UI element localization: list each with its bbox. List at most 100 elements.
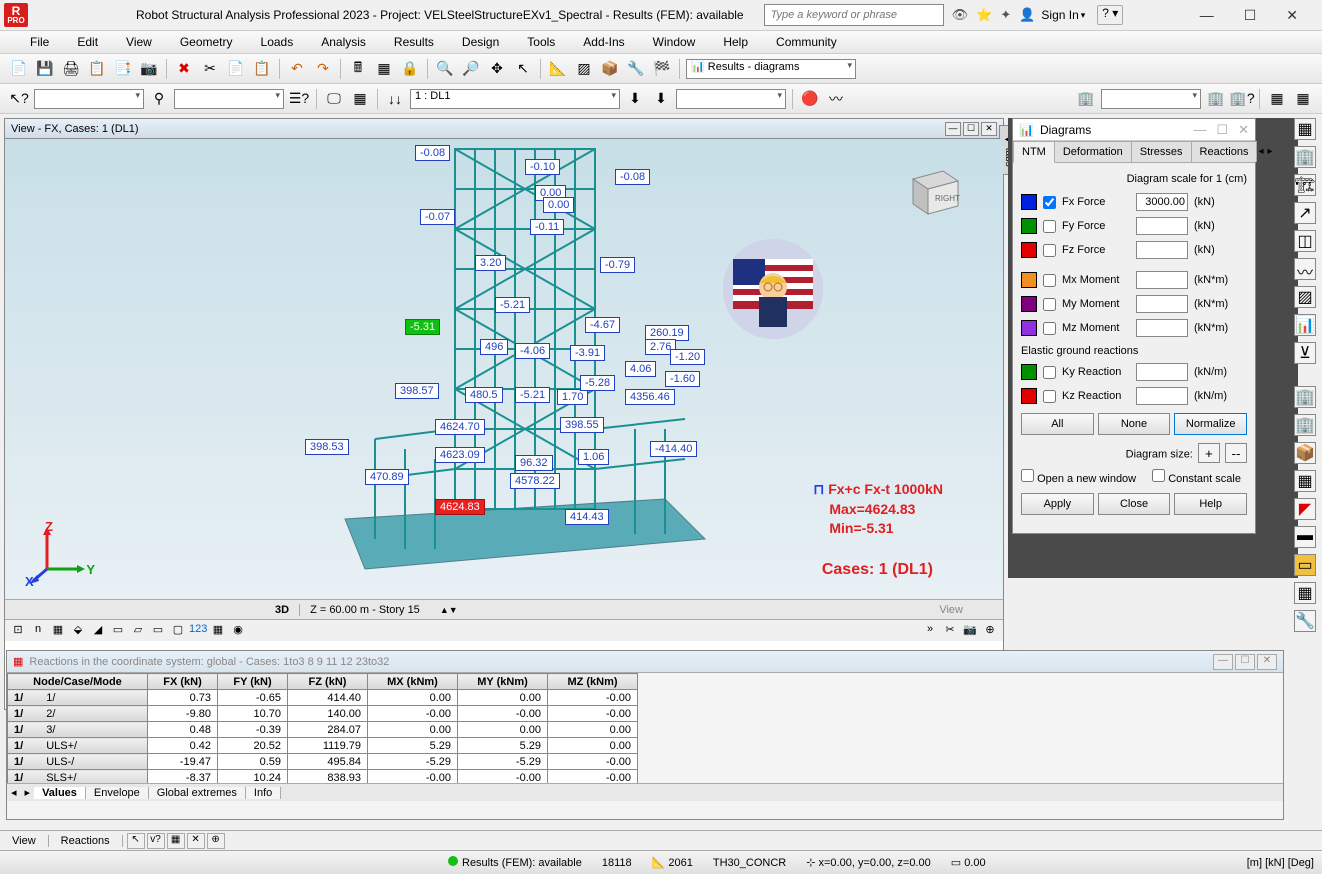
reactions-table[interactable]: Node/Case/ModeFX (kN)FY (kN)FZ (kN)MX (k… <box>7 673 638 783</box>
paste-icon[interactable]: 📋 <box>251 58 273 80</box>
rp-min-icon[interactable]: — <box>1213 654 1233 670</box>
size-minus-button[interactable]: -- <box>1225 443 1247 463</box>
close-icon[interactable]: ✕ <box>1286 7 1298 24</box>
delete-icon[interactable]: ✖ <box>173 58 195 80</box>
ri13[interactable]: ▦ <box>1294 470 1316 492</box>
nav-cube[interactable]: RIGHT <box>903 159 963 219</box>
force-checkbox[interactable] <box>1043 244 1056 257</box>
st-i3[interactable]: ▦ <box>167 833 185 849</box>
r2-icon[interactable]: 🏢 <box>1205 88 1227 110</box>
flag-icon[interactable]: 🏁 <box>651 58 673 80</box>
vi-r2[interactable]: ✂ <box>941 623 959 639</box>
vi1[interactable]: ⊡ <box>9 623 27 639</box>
ri7[interactable]: ▨ <box>1294 286 1316 308</box>
dlg-max-icon[interactable]: ☐ <box>1216 122 1228 138</box>
vi-r3[interactable]: 📷 <box>961 623 979 639</box>
cursor-icon[interactable]: ↖ <box>512 58 534 80</box>
close-button[interactable]: Close <box>1098 493 1171 515</box>
force-checkbox[interactable] <box>1043 390 1056 403</box>
undo-icon[interactable]: ↶ <box>286 58 308 80</box>
view-mode-label[interactable]: View <box>899 604 1003 616</box>
r-combo[interactable] <box>1101 89 1201 109</box>
view-3d-button[interactable]: 3D <box>265 604 300 616</box>
copy-icon[interactable]: 📄 <box>225 58 247 80</box>
ri12[interactable]: 📦 <box>1294 442 1316 464</box>
ri8[interactable]: 📊 <box>1294 314 1316 336</box>
layers-icon[interactable]: ☰? <box>288 88 310 110</box>
force-checkbox[interactable] <box>1043 196 1056 209</box>
search-input[interactable] <box>764 4 944 26</box>
r1-icon[interactable]: 🏢 <box>1075 88 1097 110</box>
preview-icon[interactable]: 📋 <box>86 58 108 80</box>
sel-combo-2[interactable] <box>174 89 284 109</box>
dlg-min-icon[interactable]: — <box>1193 122 1206 138</box>
cut-icon[interactable]: ✂ <box>199 58 221 80</box>
normalize-button[interactable]: Normalize <box>1174 413 1247 435</box>
ri2[interactable]: 🏢 <box>1294 146 1316 168</box>
vi5[interactable]: ◢ <box>89 623 107 639</box>
ri1[interactable]: ▦ <box>1294 118 1316 140</box>
ri15[interactable]: ▬ <box>1294 526 1316 548</box>
help-button[interactable]: ? ▾ <box>1097 5 1123 25</box>
sheet-tab-envelope[interactable]: Envelope <box>86 787 149 799</box>
new-icon[interactable]: 📄 <box>8 58 30 80</box>
vi6[interactable]: ▭ <box>109 623 127 639</box>
menu-results[interactable]: Results <box>394 35 434 49</box>
layout-combo[interactable]: 📊 Results - diagrams <box>686 59 856 79</box>
menu-community[interactable]: Community <box>776 35 837 49</box>
vi10[interactable]: 123 <box>189 623 207 639</box>
st-i2[interactable]: v? <box>147 833 165 849</box>
status-tab-view[interactable]: View <box>0 835 49 847</box>
tab-stresses[interactable]: Stresses <box>1131 141 1192 162</box>
force-checkbox[interactable] <box>1043 220 1056 233</box>
lock-icon[interactable]: 🔒 <box>399 58 421 80</box>
st-i5[interactable]: ⊕ <box>207 833 225 849</box>
binoculars-icon[interactable]: 👁 <box>952 7 969 23</box>
star-icon[interactable]: ⭐ <box>976 7 992 23</box>
menu-view[interactable]: View <box>126 35 152 49</box>
menu-geometry[interactable]: Geometry <box>180 35 233 49</box>
none-button[interactable]: None <box>1098 413 1171 435</box>
st-i4[interactable]: ✕ <box>187 833 205 849</box>
zoomw-icon[interactable]: 🔎 <box>460 58 482 80</box>
force-value-input[interactable] <box>1136 271 1188 289</box>
star2-icon[interactable]: ✦ <box>1000 7 1011 23</box>
dlg-close-icon[interactable]: ✕ <box>1238 122 1249 138</box>
size-plus-button[interactable]: + <box>1198 443 1220 463</box>
vi9[interactable]: ▢ <box>169 623 187 639</box>
view-close-icon[interactable]: ✕ <box>981 122 997 136</box>
force-checkbox[interactable] <box>1043 322 1056 335</box>
story-spinners[interactable]: ▲▼ <box>440 605 458 615</box>
vi-r1[interactable]: » <box>921 623 939 639</box>
ri4[interactable]: ↗ <box>1294 202 1316 224</box>
force-value-input[interactable] <box>1136 319 1188 337</box>
view-min-icon[interactable]: — <box>945 122 961 136</box>
vi11[interactable]: ▦ <box>209 623 227 639</box>
menu-help[interactable]: Help <box>723 35 748 49</box>
minimize-icon[interactable]: — <box>1200 7 1214 24</box>
ri10[interactable]: 🏢 <box>1294 386 1316 408</box>
menu-analysis[interactable]: Analysis <box>321 35 366 49</box>
tab-reactions[interactable]: Reactions <box>1191 141 1258 162</box>
ri9[interactable]: ⊻ <box>1294 342 1316 364</box>
vi7[interactable]: ▱ <box>129 623 147 639</box>
force-value-input[interactable] <box>1136 217 1188 235</box>
apply-button[interactable]: Apply <box>1021 493 1094 515</box>
person-icon[interactable]: 👤 <box>1019 7 1035 23</box>
select-icon[interactable]: ↖? <box>8 88 30 110</box>
pan-icon[interactable]: ✥ <box>486 58 508 80</box>
menu-file[interactable]: File <box>30 35 49 49</box>
ri6[interactable]: 〰 <box>1294 258 1316 280</box>
view-max-icon[interactable]: ☐ <box>963 122 979 136</box>
vi3[interactable]: ▦ <box>49 623 67 639</box>
r3-icon[interactable]: 🏢? <box>1231 88 1253 110</box>
load-icon[interactable]: ↓↓ <box>384 88 406 110</box>
open-new-checkbox[interactable]: Open a new window <box>1021 469 1136 485</box>
sheet-tab-values[interactable]: Values <box>34 787 86 799</box>
measure-icon[interactable]: 📐 <box>547 58 569 80</box>
menu-add-ins[interactable]: Add-Ins <box>583 35 624 49</box>
render-icon[interactable]: 🔴 <box>799 88 821 110</box>
menu-tools[interactable]: Tools <box>527 35 555 49</box>
vi-r4[interactable]: ⊕ <box>981 623 999 639</box>
3d-icon[interactable]: 📦 <box>599 58 621 80</box>
